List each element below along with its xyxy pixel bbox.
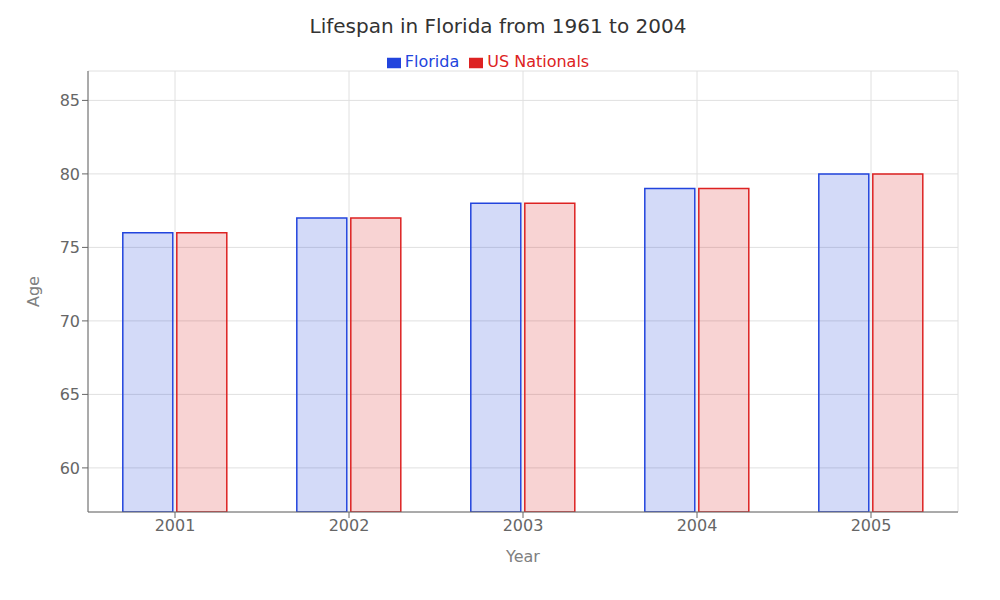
svg-text:60: 60 [60,459,80,478]
svg-text:85: 85 [60,91,80,110]
svg-text:2004: 2004 [677,516,718,535]
svg-text:75: 75 [60,238,80,257]
svg-text:2003: 2003 [503,516,544,535]
svg-text:2002: 2002 [329,516,370,535]
svg-text:65: 65 [60,385,80,404]
svg-text:Age: Age [24,276,43,307]
html-text:Lifespan in Florida from 1961: Lifespan in Florida from 1961 to 2004 [309,14,687,38]
svg-text:Year: Year [505,547,540,566]
svg-text:2001: 2001 [155,516,196,535]
svg-text:2005: 2005 [851,516,892,535]
svg-text:80: 80 [60,165,80,184]
html-text:Florida: Florida [404,52,460,71]
html-text:US Nationals: US Nationals [487,52,590,71]
svg-text:70: 70 [60,312,80,331]
